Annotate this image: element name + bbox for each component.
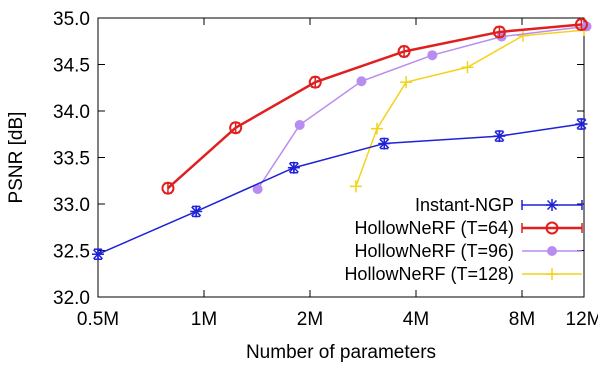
y-tick-label: 34.5 (53, 56, 90, 77)
data-point (461, 61, 474, 74)
marker-circle (229, 121, 243, 135)
data-point (516, 29, 529, 42)
x-tick-label: 8M (509, 309, 535, 330)
legend-item: HollowNeRF (T=128) (344, 264, 582, 284)
legend-marker (546, 268, 558, 280)
series-line (256, 25, 587, 190)
data-point (308, 75, 322, 89)
legend-marker (547, 246, 557, 256)
data-point (349, 180, 362, 193)
marker-dot (294, 119, 305, 130)
x-axis-title: Number of parameters (246, 342, 436, 363)
y-tick-label: 32.5 (53, 242, 90, 263)
legend-item: Instant-NGP (415, 195, 583, 215)
x-tick-label: 1M (191, 309, 217, 330)
y-tick-label: 33.5 (53, 149, 90, 170)
series-layer (92, 18, 592, 261)
marker-circle (545, 221, 559, 235)
x-tick-label: 12M (566, 309, 598, 330)
marker-dot (356, 76, 367, 87)
legend-label: Instant-NGP (415, 195, 514, 215)
series-hollownerf-t-64 (161, 18, 588, 195)
marker-circle (397, 44, 411, 58)
series-line (97, 123, 582, 255)
marker-dot (252, 184, 263, 195)
marker-circle (492, 25, 506, 39)
series-line (167, 23, 582, 190)
legend-label: HollowNeRF (T=64) (354, 218, 514, 238)
data-point (294, 119, 305, 130)
series-hollownerf-t-128 (349, 24, 590, 193)
data-point (574, 18, 588, 32)
legend: Instant-NGP HollowNeRF (T=64) HollowNeRF (… (344, 195, 583, 284)
marker-dot (547, 246, 557, 256)
legend-label: HollowNeRF (T=96) (354, 241, 514, 261)
x-tick-label: 4M (403, 309, 429, 330)
marker-stroke (379, 138, 390, 149)
series-hollownerf-t-96 (252, 21, 592, 195)
legend-marker (546, 199, 558, 211)
data-point (397, 44, 411, 58)
axis-ticks: 0.5M 1M 2M 4M 8M 12M 32.0 32.5 33.0 33.5 34.0 34.5 3… (53, 9, 598, 330)
data-point (492, 25, 506, 39)
y-tick-label: 33.0 (53, 195, 90, 216)
legend-marker (545, 221, 559, 235)
series-instant-ngp (92, 118, 588, 261)
marker-circle (161, 181, 175, 195)
data-point (400, 76, 413, 89)
marker-stroke (576, 118, 587, 130)
data-point (190, 205, 203, 218)
data-point (493, 130, 506, 143)
y-tick-label: 34.0 (53, 102, 90, 123)
data-point (378, 137, 391, 150)
x-tick-label: 2M (297, 309, 323, 330)
data-point (287, 161, 300, 174)
series-line (355, 29, 585, 187)
data-point (92, 248, 104, 261)
legend-label: HollowNeRF (T=128) (344, 264, 514, 284)
data-point (371, 122, 384, 135)
data-point (356, 76, 367, 87)
data-point (229, 121, 243, 135)
marker-stroke (546, 199, 558, 211)
marker-stroke (288, 162, 299, 173)
marker-stroke (191, 206, 202, 217)
y-tick-label: 35.0 (53, 9, 90, 30)
data-point (161, 181, 175, 195)
y-axis-title: PSNR [dB] (6, 112, 27, 204)
data-point (427, 50, 438, 61)
marker-stroke (494, 131, 505, 142)
data-point (575, 118, 588, 131)
x-tick-label: 0.5M (77, 309, 119, 330)
legend-item: HollowNeRF (T=64) (354, 218, 583, 238)
data-point (252, 184, 263, 195)
marker-circle (574, 18, 588, 32)
legend-item: HollowNeRF (T=96) (354, 241, 582, 261)
y-tick-label: 32.0 (53, 288, 90, 309)
marker-circle (308, 75, 322, 89)
marker-dot (427, 50, 438, 61)
marker-stroke (92, 249, 104, 260)
